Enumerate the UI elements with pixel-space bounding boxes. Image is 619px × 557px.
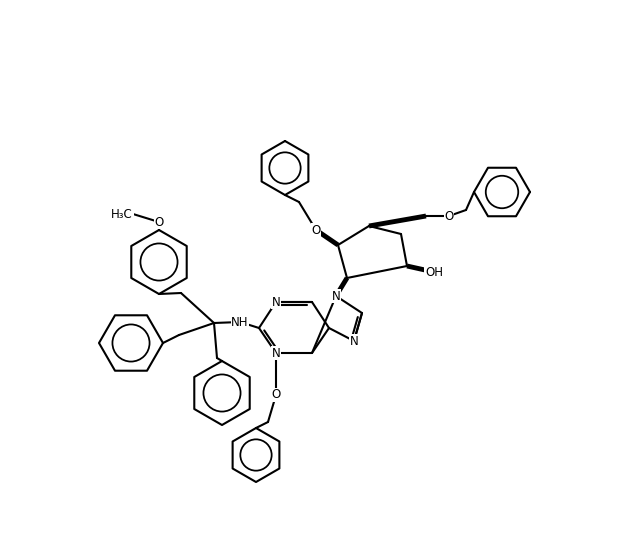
Text: OH: OH <box>425 266 443 278</box>
Text: N: N <box>350 335 358 348</box>
Text: H₃C: H₃C <box>111 208 133 221</box>
Text: O: O <box>311 223 321 237</box>
Text: N: N <box>272 296 280 309</box>
Text: O: O <box>444 209 454 222</box>
Text: O: O <box>154 216 163 228</box>
Text: NH: NH <box>232 315 249 329</box>
Text: N: N <box>272 346 280 359</box>
Text: O: O <box>271 388 280 402</box>
Text: N: N <box>332 290 340 302</box>
